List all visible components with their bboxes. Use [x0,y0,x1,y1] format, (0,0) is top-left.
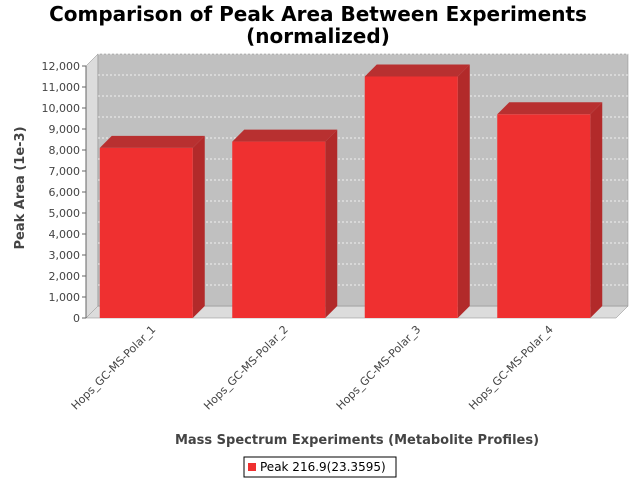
x-axis: Hops_GC-MS-Polar_1 Hops_GC-MS-Polar_2 Hops… [69,323,556,413]
legend-swatch [248,463,256,471]
x-tick-label: Hops_GC-MS-Polar_4 [466,323,556,413]
x-tick-label: Hops_GC-MS-Polar_2 [201,323,291,413]
legend-box [243,456,397,478]
y-axis-title: Peak Area (1e-3) [13,126,28,249]
plot-left-wall [85,53,99,319]
bar-group [497,102,603,318]
bar-group [99,135,205,318]
y-tick-label: 8,000 [49,144,81,157]
bar [99,147,193,318]
x-tick-label: Hops_GC-MS-Polar_1 [69,323,159,413]
bar [497,114,591,318]
y-tick-label: 9,000 [49,123,81,136]
y-axis: 0 1,000 2,000 3,000 4,000 5,000 6,000 7,000 8,00… [42,60,87,325]
y-tick-label: 7,000 [49,165,81,178]
y-tick-label: 6,000 [49,186,81,199]
bar-top [232,129,338,142]
y-tick-label: 3,000 [49,249,81,262]
y-tick-label: 11,000 [42,81,81,94]
y-tick-label: 2,000 [49,270,81,283]
bar-side [192,135,205,318]
y-tick-label: 1,000 [49,291,81,304]
x-axis-title: Mass Spectrum Experiments (Metabolite Pr… [175,433,539,448]
bars [99,64,603,318]
chart-title-line-1: Comparison of Peak Area Between Experime… [49,2,587,26]
bar-top [364,64,470,77]
x-tick-label: Hops_GC-MS-Polar_3 [334,323,424,413]
bar-top [99,135,205,148]
legend: Peak 216.9(23.3595) [243,456,397,478]
chart-title-line-2: (normalized) [246,24,390,48]
y-tick-label: 10,000 [42,102,81,115]
y-tick-label: 0 [73,312,80,325]
bar-side [457,64,470,318]
bar-side [325,129,338,318]
bar-top [497,102,603,115]
legend-label: Peak 216.9(23.3595) [260,460,386,474]
bar-group [364,64,470,318]
bar-side [590,102,603,318]
y-tick-label: 4,000 [49,228,81,241]
y-tick-label: 5,000 [49,207,81,220]
bar [232,141,326,318]
bar-group [232,129,338,318]
y-tick-label: 12,000 [42,60,81,73]
bar [364,76,458,318]
